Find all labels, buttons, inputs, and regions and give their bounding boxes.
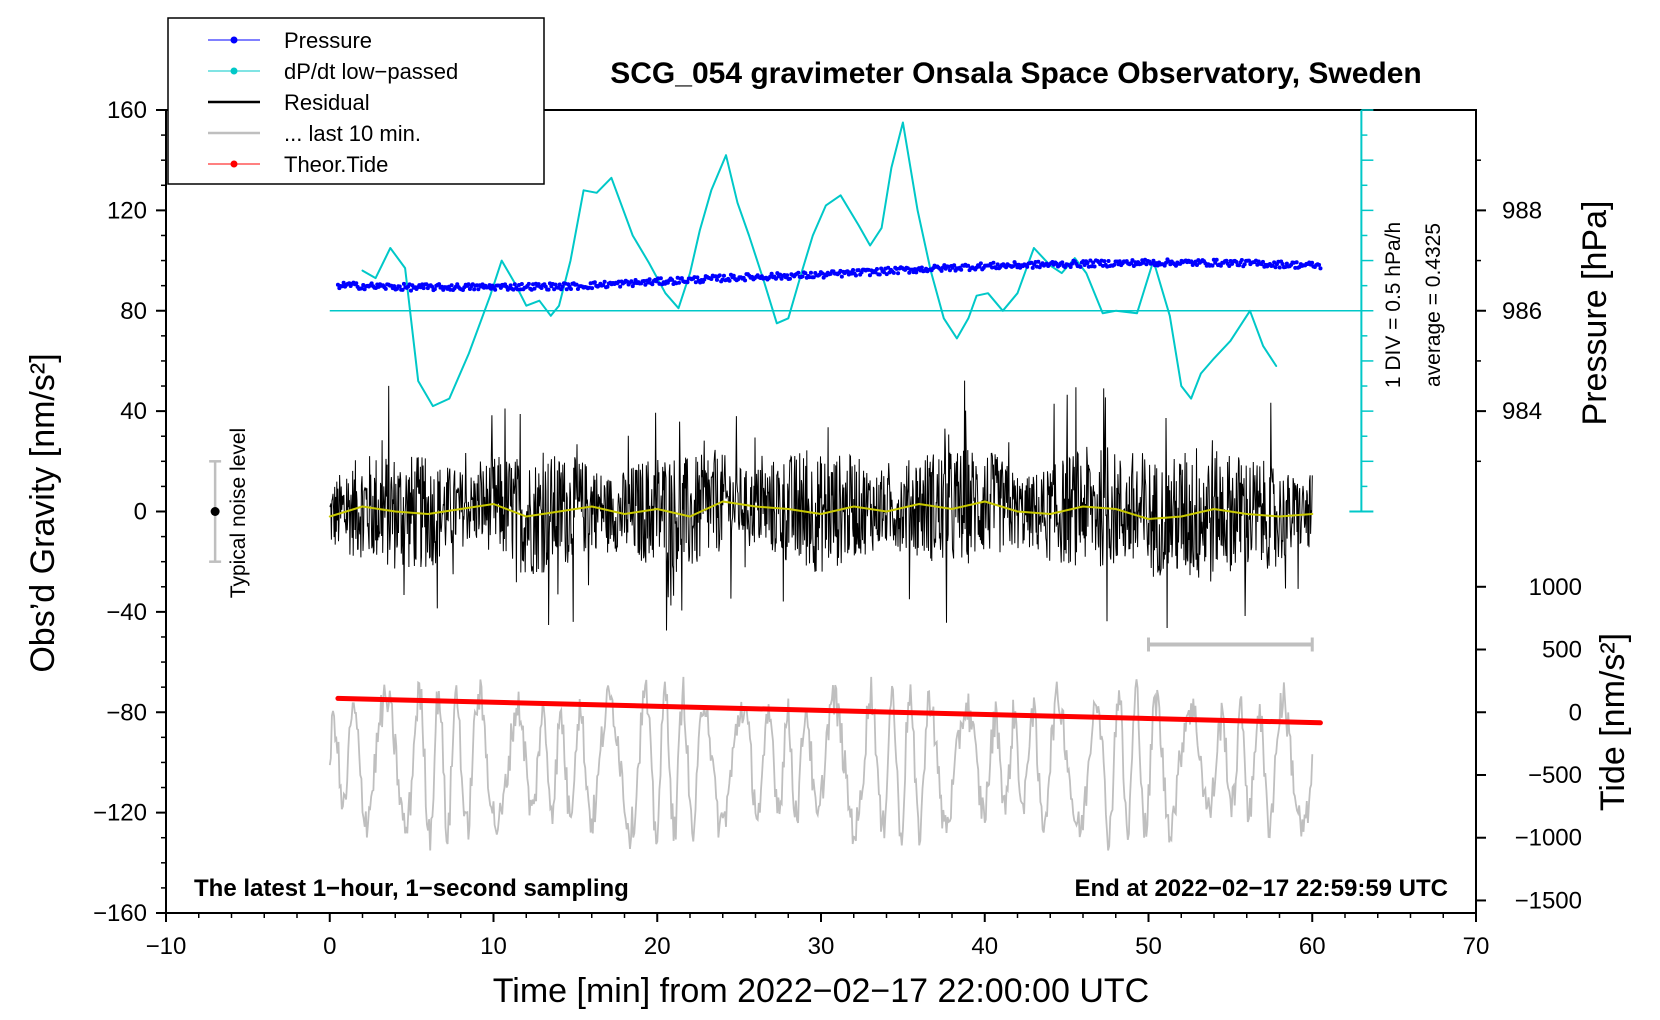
residual-series	[329, 380, 1313, 631]
y-axis-title-tide: Tide [nm/s²]	[1594, 633, 1632, 811]
y-tick-label: 80	[120, 298, 147, 325]
x-tick-label: −10	[146, 933, 187, 960]
x-tick-label: 10	[480, 933, 507, 960]
pressure-points	[335, 257, 1323, 293]
legend-label: ... last 10 min.	[284, 121, 421, 146]
series-line-3	[328, 500, 1314, 520]
tide-tick-label: 0	[1569, 699, 1582, 726]
pressure-tick-label: 988	[1502, 197, 1542, 224]
y-tick-label: 160	[107, 97, 147, 124]
pressure-scale-label: 1 DIV = 0.5 hPa/h	[1382, 222, 1405, 388]
last-10-min-series	[328, 676, 1314, 851]
pressure-series	[335, 257, 1323, 293]
axis-ticks: −10 0 10 20 30 40 50 60 70 160 120 80 40 0 −40 −80 −120 −…	[93, 97, 1582, 960]
legend-label: Pressure	[284, 28, 372, 53]
legend-swatch-dot	[230, 36, 238, 44]
tide-tick-label: −1500	[1515, 887, 1582, 914]
legend-label: Residual	[284, 90, 370, 115]
noise-bar-center	[210, 507, 220, 516]
legend-swatch-dot	[230, 67, 238, 75]
pressure-tick-label: 986	[1502, 298, 1542, 325]
footer-left-note: The latest 1−hour, 1−second sampling	[194, 875, 629, 902]
pressure-average-label: average = 0.4325	[1422, 223, 1445, 387]
x-tick-label: 60	[1299, 933, 1326, 960]
series-line-0	[361, 121, 1278, 408]
chart-series	[328, 121, 1370, 726]
x-tick-label: 0	[323, 933, 336, 960]
x-tick-label: 70	[1463, 933, 1490, 960]
tide-tick-label: 1000	[1529, 574, 1582, 601]
x-tick-label: 40	[971, 933, 998, 960]
chart-overlays	[209, 109, 1374, 652]
legend-label: Theor.Tide	[284, 152, 388, 177]
legend: Pressure dP/dt low−passed Residual ... last…	[167, 17, 545, 185]
footer-right-note: End at 2022−02−17 22:59:59 UTC	[1074, 875, 1448, 902]
pressure-tick-label: 984	[1502, 398, 1542, 425]
tide-tick-label: −500	[1528, 762, 1582, 789]
legend-label: dP/dt low−passed	[284, 59, 458, 84]
y-axis-title-pressure: Pressure [hPa]	[1576, 201, 1614, 426]
y-tick-label: −160	[93, 900, 147, 927]
series-line-2	[335, 695, 1323, 726]
x-tick-label: 30	[808, 933, 835, 960]
residual-line	[329, 380, 1313, 631]
y-axis-title-left: Obs’d Gravity [nm/s²]	[24, 353, 62, 672]
y-tick-label: −40	[106, 599, 147, 626]
y-tick-label: 40	[120, 398, 147, 425]
legend-swatch-dot	[230, 160, 238, 168]
x-tick-label: 20	[644, 933, 671, 960]
tide-tick-label: 500	[1542, 637, 1582, 664]
x-tick-label: 50	[1135, 933, 1162, 960]
x-axis-title: Time [min] from 2022−02−17 22:00:00 UTC	[493, 972, 1149, 1010]
y-tick-label: 0	[134, 499, 147, 526]
chart-title: SCG_054 gravimeter Onsala Space Observat…	[610, 57, 1422, 90]
tide-tick-label: −1000	[1515, 825, 1582, 852]
y-tick-label: 120	[107, 197, 147, 224]
noise-level-label: Typical noise level	[227, 428, 250, 598]
last-10-min-line	[328, 676, 1314, 851]
y-tick-label: −120	[93, 800, 147, 827]
y-tick-label: −80	[106, 699, 147, 726]
